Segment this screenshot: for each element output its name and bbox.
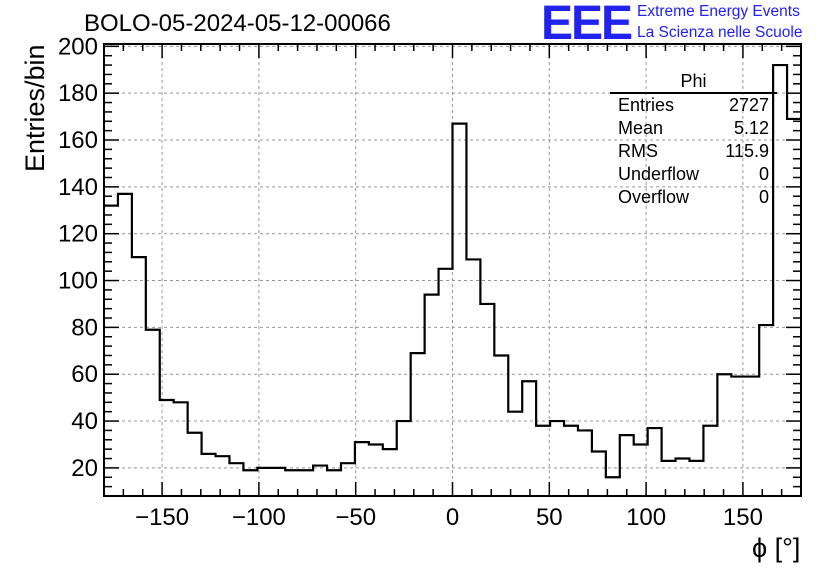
histogram-bin: [536, 426, 550, 496]
histogram-bin: [592, 452, 606, 496]
histogram-bin: [355, 442, 369, 496]
stats-label: Entries: [618, 95, 675, 115]
x-tick-label: 50: [536, 504, 563, 531]
x-tick-label: 150: [723, 504, 763, 531]
logo-line-1: Extreme Energy Events: [637, 3, 800, 20]
x-tick-label: −100: [232, 504, 286, 531]
stats-label: RMS: [618, 141, 658, 161]
histogram-bin: [689, 461, 703, 496]
histogram-bin: [174, 402, 188, 496]
y-axis-label: Entries/bin: [20, 44, 50, 172]
x-tick-label: 0: [446, 504, 459, 531]
stats-label: Underflow: [618, 164, 700, 184]
histogram-bin: [676, 459, 690, 496]
y-tick-labels: 20 40 60 80 100 120 140 160 180 200: [58, 33, 98, 482]
stats-value: 0: [758, 187, 769, 207]
y-tick-label: 160: [58, 127, 98, 154]
histogram-bin: [160, 400, 174, 496]
stats-row-entries: Entries 2727: [610, 94, 777, 117]
histogram-bin: [453, 124, 467, 496]
x-tick-labels: −150 −100 −50 0 50 100 150: [135, 504, 763, 531]
histogram-bin: [508, 412, 522, 496]
histogram-bin: [383, 449, 397, 496]
histogram-bin: [620, 435, 634, 496]
histogram-bin: [731, 377, 745, 496]
histogram-bin: [564, 426, 578, 496]
y-tick-label: 120: [58, 221, 98, 248]
stats-value: 5.12: [733, 118, 769, 138]
stats-value: 2727: [728, 95, 769, 115]
stats-value: 0: [758, 164, 769, 184]
stats-row-rms: RMS 115.9: [610, 140, 777, 163]
histogram-bin: [425, 295, 439, 496]
x-axis-label: ϕ [°]: [752, 533, 801, 563]
stats-row-overflow: Overflow 0: [610, 186, 777, 209]
stats-value: 115.9: [725, 141, 769, 161]
histogram-bin: [243, 470, 257, 496]
histogram-bin: [132, 257, 146, 496]
histogram-bin: [188, 433, 202, 496]
y-tick-label: 60: [71, 361, 98, 388]
y-tick-label: 200: [58, 33, 98, 60]
histogram-bin: [327, 470, 341, 496]
histogram-bin: [369, 444, 383, 496]
histogram-bin: [202, 454, 216, 496]
histogram-line: [104, 63, 801, 479]
histogram-series: [104, 63, 801, 496]
histogram-bin: [341, 463, 355, 496]
stats-box: Phi Entries 2727 Mean 5.12 RMS 115.9 Und…: [610, 70, 777, 209]
logo-line-2: La Scienza nelle Scuole: [637, 24, 803, 41]
histogram-bin: [104, 206, 118, 496]
histogram-bin: [480, 304, 494, 496]
y-tick-label: 40: [71, 408, 98, 435]
stats-row-underflow: Underflow 0: [610, 163, 777, 186]
histogram-bin: [759, 325, 773, 496]
histogram-bin: [299, 470, 313, 496]
histogram-bin: [411, 353, 425, 496]
stats-title: Phi: [610, 70, 777, 94]
histogram-bin: [717, 374, 731, 496]
stats-row-mean: Mean 5.12: [610, 117, 777, 140]
histogram-bin: [703, 426, 717, 496]
chart-title: BOLO-05-2024-05-12-00066: [84, 10, 391, 37]
stats-label: Mean: [618, 118, 664, 138]
histogram-bin: [229, 463, 243, 496]
eee-logo: EEE: [541, 0, 633, 50]
histogram-bin: [216, 456, 230, 496]
histogram-bin: [550, 421, 564, 496]
y-tick-label: 100: [58, 268, 98, 295]
y-tick-label: 80: [71, 314, 98, 341]
histogram-bin: [648, 428, 662, 496]
histogram-bin: [466, 259, 480, 496]
histogram-bin: [439, 269, 453, 496]
histogram-bin: [313, 466, 327, 496]
histogram-bin: [146, 330, 160, 496]
histogram-bin: [745, 377, 759, 496]
x-tick-label: −50: [335, 504, 376, 531]
y-tick-label: 20: [71, 455, 98, 482]
histogram-bin: [118, 194, 132, 496]
histogram-bin: [662, 461, 676, 496]
x-tick-label: −150: [135, 504, 189, 531]
histogram-bin: [397, 421, 411, 496]
y-tick-label: 140: [58, 174, 98, 201]
histogram-bin: [494, 355, 508, 496]
x-tick-label: 100: [626, 504, 666, 531]
stats-label: Overflow: [618, 187, 690, 207]
histogram-bin: [578, 430, 592, 496]
y-tick-label: 180: [58, 80, 98, 107]
histogram-bin: [522, 381, 536, 496]
axis-ticks: [104, 44, 801, 496]
